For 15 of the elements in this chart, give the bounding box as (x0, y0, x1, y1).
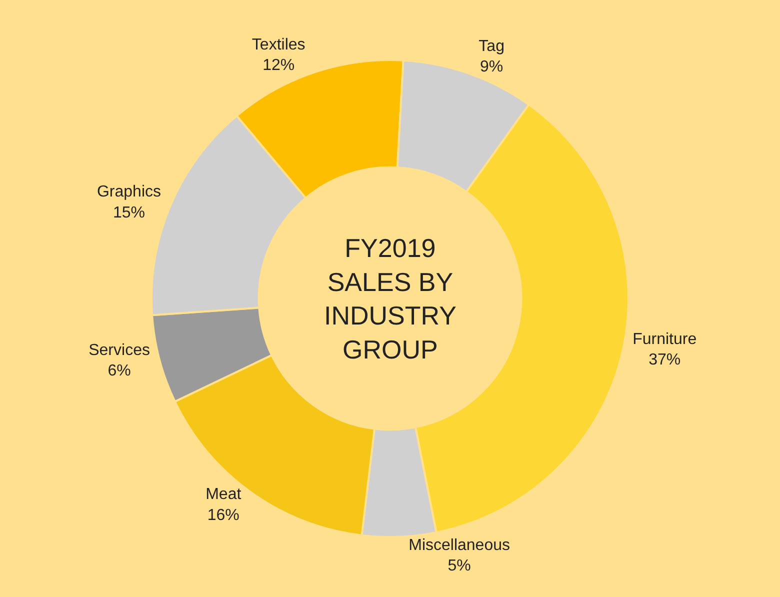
slice-label: Miscellaneous (408, 536, 510, 554)
slice-label: Furniture (632, 330, 697, 348)
text: FY2019 SALES BY INDUSTRY GROUP (324, 233, 456, 364)
data-label: 37% (648, 352, 681, 369)
slice-label: Graphics (96, 184, 162, 201)
data-label: 5% (448, 558, 471, 575)
slice-label: Meat (206, 486, 242, 504)
data-label: 15% (112, 204, 146, 222)
data-label: 6% (108, 362, 131, 380)
slice-label: Textiles (252, 36, 306, 54)
data-label: 12% (262, 57, 295, 74)
slice-label: Services (88, 342, 150, 359)
data-label: 9% (480, 58, 504, 76)
slice-label: Tag (478, 38, 504, 55)
data-label: 16% (207, 506, 240, 524)
